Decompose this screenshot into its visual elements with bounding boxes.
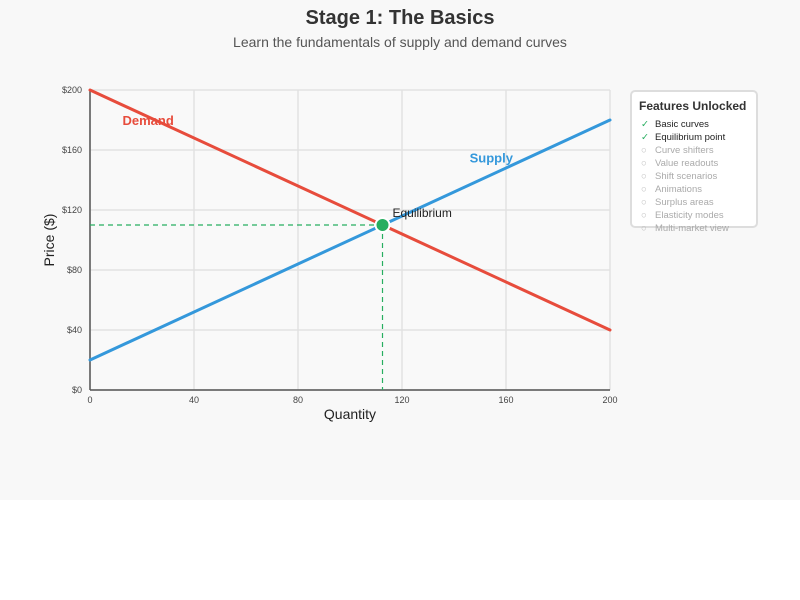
feature-label: Surplus areas xyxy=(655,197,714,208)
chart-grid xyxy=(89,89,611,391)
x-axis-title: Quantity xyxy=(324,406,376,422)
chart-axes xyxy=(89,90,610,391)
feature-label: Basic curves xyxy=(655,119,709,130)
feature-item: ✓ Basic curves xyxy=(641,118,729,131)
feature-label: Elasticity modes xyxy=(655,210,724,221)
feature-label: Multi-market view xyxy=(655,223,729,234)
supply-label: Supply xyxy=(470,151,514,166)
feature-item: ✓ Equilibrium point xyxy=(641,131,729,144)
x-tick-label: 160 xyxy=(498,395,513,405)
feature-item: ○ Elasticity modes xyxy=(641,209,729,222)
y-tick-label: $40 xyxy=(67,325,82,335)
circle-icon: ○ xyxy=(641,171,647,182)
chart-ticks: 0 40 80 120 160 200 $0 $40 $80 $120 $160 $200 xyxy=(62,85,618,405)
y-tick-label: $0 xyxy=(72,385,82,395)
feature-item: ○ Multi-market view xyxy=(641,222,729,235)
y-axis-title: Price ($) xyxy=(41,214,57,267)
y-tick-label: $120 xyxy=(62,205,82,215)
features-list: ✓ Basic curves ✓ Equilibrium point ○ Curve sh… xyxy=(641,118,729,235)
circle-icon: ○ xyxy=(641,197,647,208)
stage-panel: Stage 1: The Basics Learn the fundamenta… xyxy=(41,7,758,422)
features-title: Features Unlocked xyxy=(639,99,747,113)
y-tick-label: $160 xyxy=(62,145,82,155)
feature-label: Shift scenarios xyxy=(655,171,718,182)
feature-item: ○ Value readouts xyxy=(641,157,729,170)
feature-label: Equilibrium point xyxy=(655,132,726,143)
feature-item: ○ Surplus areas xyxy=(641,196,729,209)
supply-curve xyxy=(88,118,612,362)
page-title: Stage 1: The Basics xyxy=(305,7,495,29)
x-tick-label: 40 xyxy=(189,395,199,405)
circle-icon: ○ xyxy=(641,210,647,221)
chart-labels: Quantity Price ($) Demand Supply Equilibrium xyxy=(41,113,514,422)
demand-label: Demand xyxy=(123,113,174,128)
feature-label: Animations xyxy=(655,184,702,195)
x-tick-label: 200 xyxy=(602,395,617,405)
feature-item: ○ Shift scenarios xyxy=(641,170,729,183)
check-icon: ✓ xyxy=(641,132,649,143)
features-panel: Features Unlocked ✓ Basic curves ✓ Equilibr… xyxy=(630,90,758,234)
circle-icon: ○ xyxy=(641,145,647,156)
supply-demand-chart: 0 40 80 120 160 200 $0 $40 $80 $120 $160 $200 Quant… xyxy=(41,85,618,422)
demand-curve xyxy=(88,88,612,332)
equilibrium-guides xyxy=(90,224,384,390)
x-tick-label: 80 xyxy=(293,395,303,405)
feature-item: ○ Curve shifters xyxy=(641,144,729,157)
x-tick-label: 0 xyxy=(87,395,92,405)
page-subtitle: Learn the fundamentals of supply and dem… xyxy=(233,34,567,50)
y-tick-label: $200 xyxy=(62,85,82,95)
circle-icon: ○ xyxy=(641,158,647,169)
check-icon: ✓ xyxy=(641,119,649,130)
circle-icon: ○ xyxy=(641,184,647,195)
equilibrium-label: Equilibrium xyxy=(393,206,452,220)
chart-series xyxy=(88,88,612,362)
feature-label: Value readouts xyxy=(655,158,719,169)
feature-item: ○ Animations xyxy=(641,183,729,196)
circle-icon: ○ xyxy=(641,223,647,234)
feature-label: Curve shifters xyxy=(655,145,714,156)
equilibrium-point xyxy=(374,217,391,233)
x-tick-label: 120 xyxy=(394,395,409,405)
y-tick-label: $80 xyxy=(67,265,82,275)
